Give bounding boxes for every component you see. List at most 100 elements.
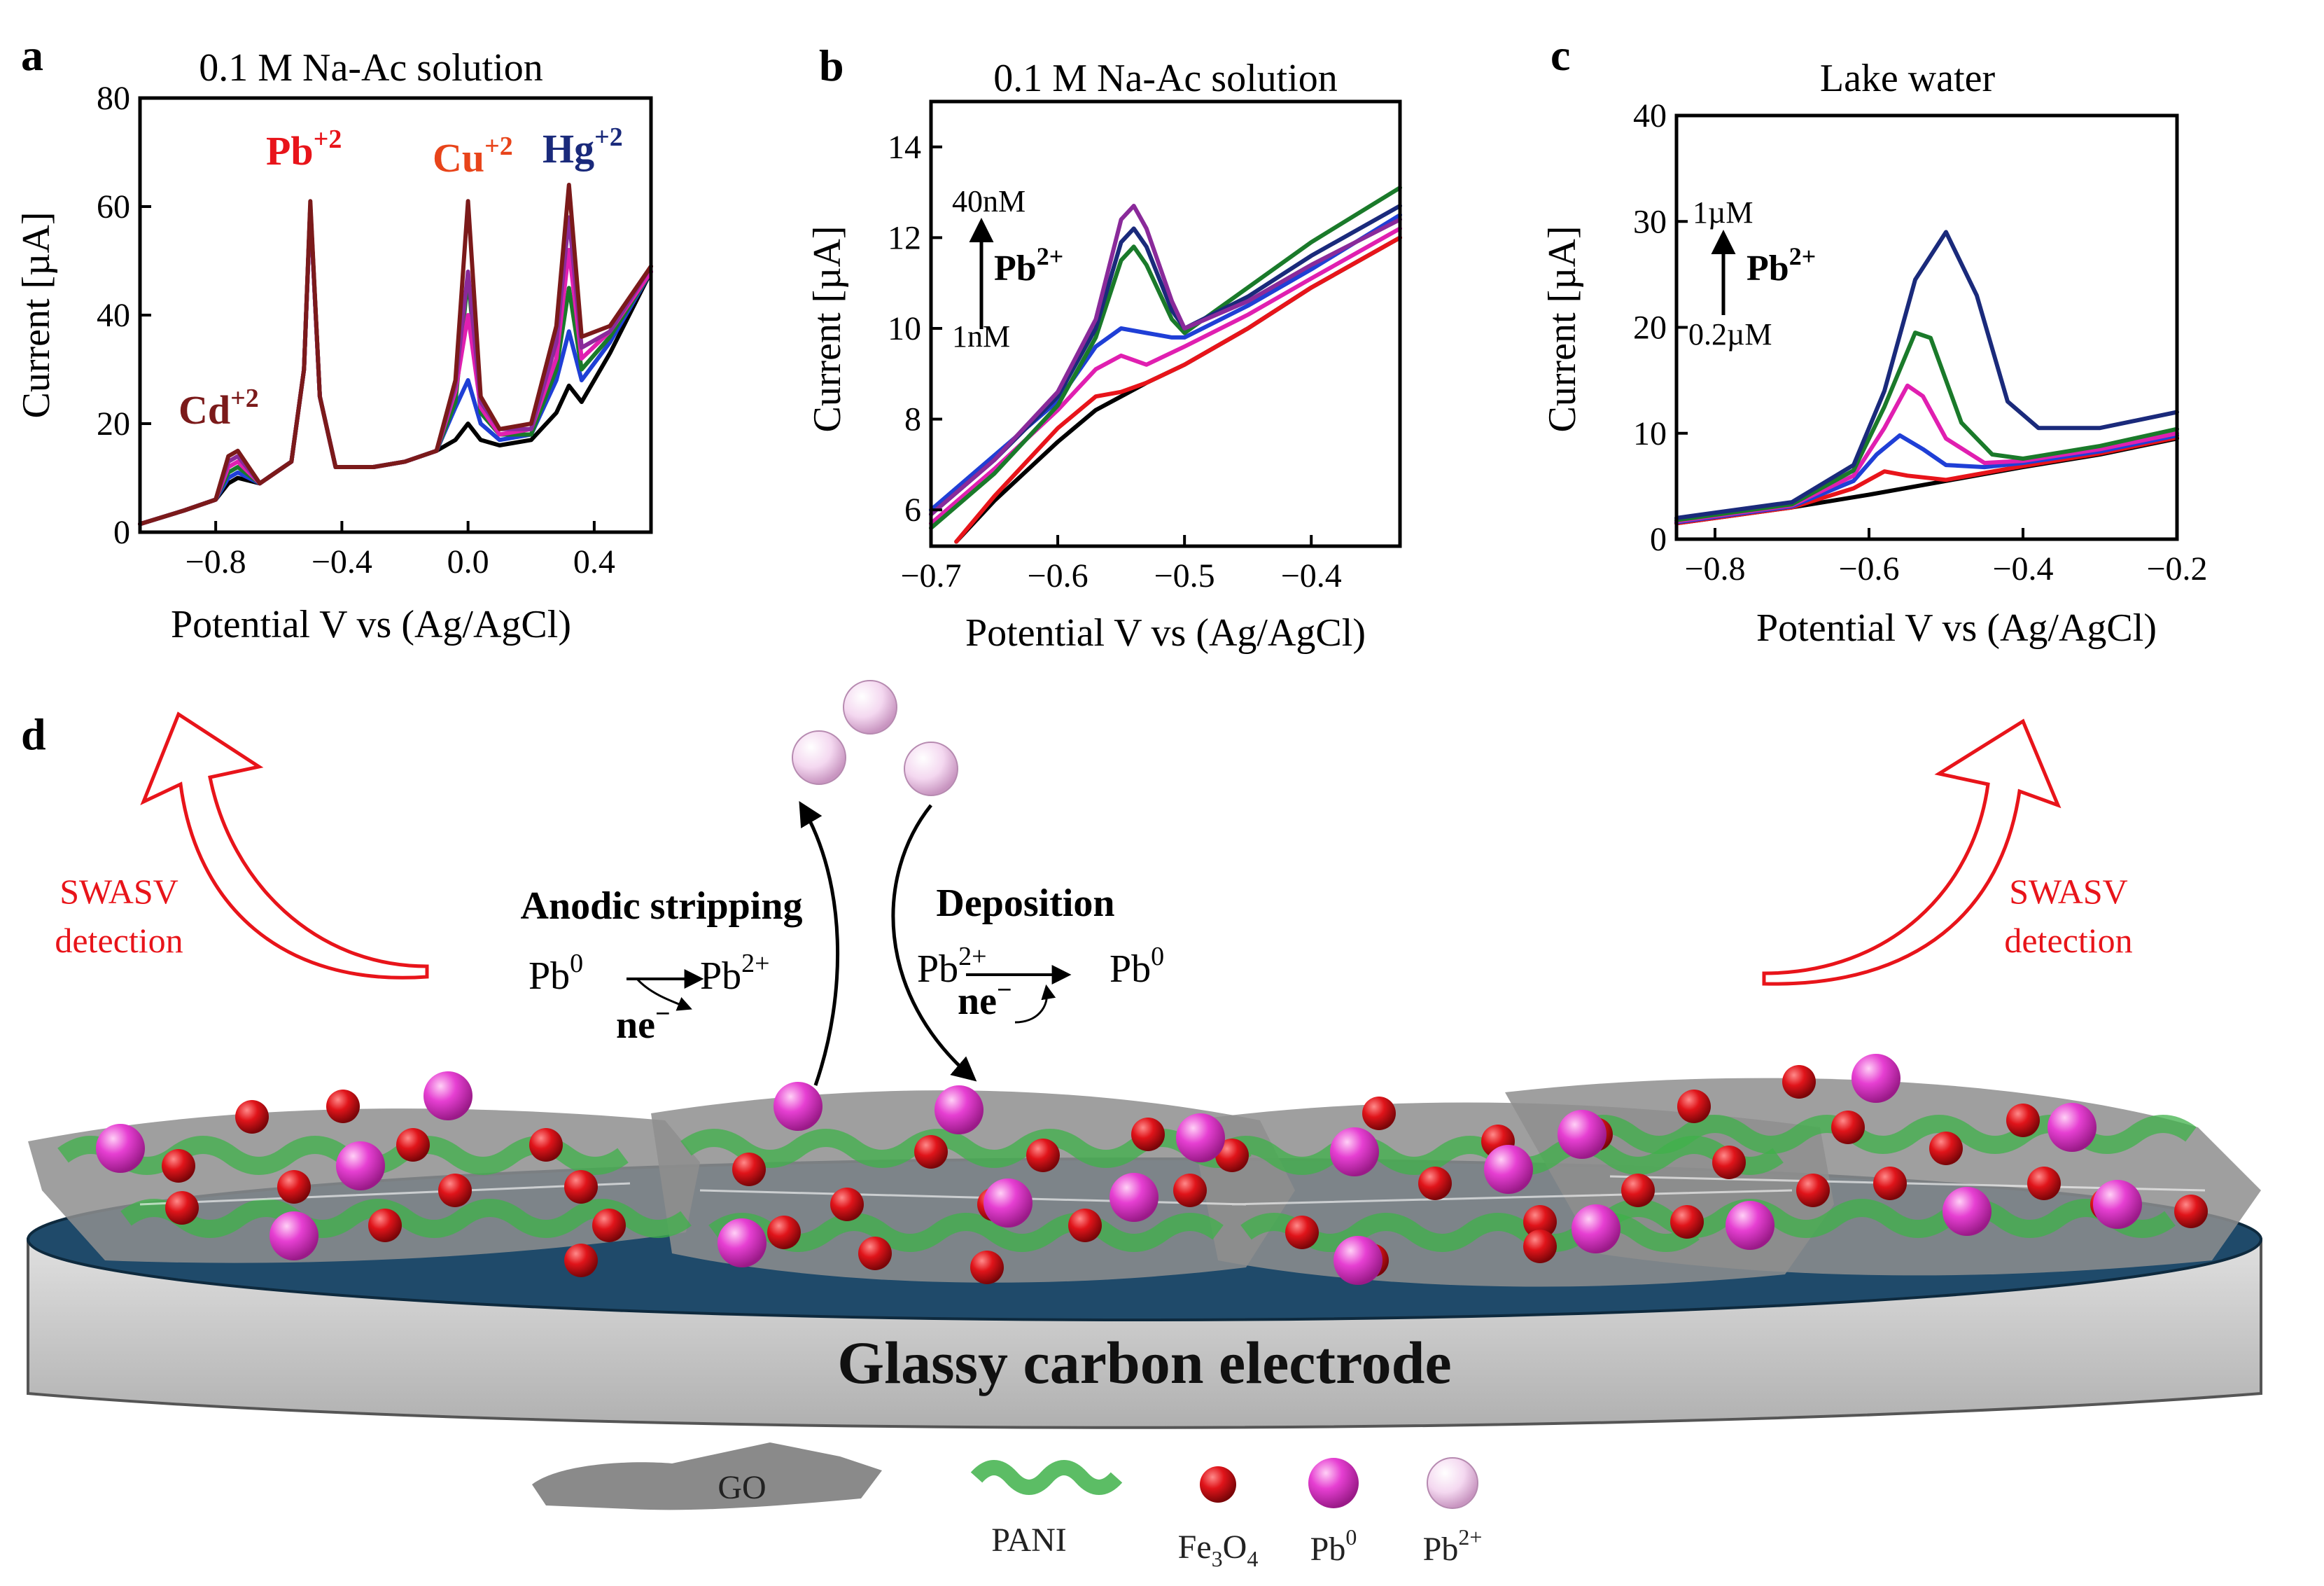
stripping-product: Pb2+ (700, 949, 770, 998)
legend-pani: PANI (991, 1522, 1067, 1559)
pb0-particle-icon (1334, 1236, 1382, 1285)
deposition-arrow-icon (891, 804, 977, 1082)
fe3o4-particle-icon (2006, 1104, 2040, 1137)
fe3o4-icon (1200, 1466, 1236, 1503)
y-tick-label: 80 (97, 80, 130, 117)
fe3o4-particle-icon (2174, 1195, 2208, 1228)
series-line-3 (1674, 383, 2179, 524)
go-sheet-icon (532, 1442, 882, 1510)
fe3o4-particle-icon (970, 1251, 1004, 1284)
pb2-ion-icon (843, 680, 897, 735)
fe3o4-particle-icon (326, 1090, 360, 1123)
ion-label-pb: Pb+2 (266, 125, 342, 174)
fe3o4-particle-icon (1929, 1132, 1963, 1165)
fe3o4-particle-icon (1173, 1174, 1207, 1207)
x-tick-label: 0.4 (573, 543, 615, 580)
fe3o4-particle-icon (1026, 1139, 1060, 1172)
pb0-particle-icon (424, 1071, 472, 1120)
fe3o4-particle-icon (1873, 1167, 1907, 1200)
pb2-icon (1427, 1457, 1478, 1509)
swasv-label-right: SWASV (2009, 872, 2127, 911)
y-tick-label: 60 (97, 188, 130, 225)
series-line-5 (138, 183, 653, 527)
fe3o4-particle-icon (1712, 1146, 1746, 1179)
x-tick-label: −0.8 (186, 543, 246, 580)
series-line-1 (954, 235, 1402, 544)
fe3o4-particle-icon (235, 1100, 269, 1134)
fe3o4-particle-icon (1670, 1205, 1704, 1239)
legend-pb0: Pb0 (1310, 1524, 1357, 1568)
panel-label-d: d (21, 709, 46, 759)
stripping-arrow-icon (799, 800, 840, 1086)
y-tick-label: 0 (1650, 521, 1667, 558)
fe3o4-particle-icon (2027, 1167, 2061, 1200)
y-tick-label: 0 (113, 514, 130, 551)
swasv-arrow-left-icon (140, 711, 429, 980)
y-tick-label: 10 (1633, 415, 1667, 452)
pb0-particle-icon (1330, 1127, 1379, 1176)
y-tick-label: 12 (888, 219, 921, 256)
fe3o4-particle-icon (1677, 1090, 1711, 1123)
fe3o4-particle-icon (767, 1216, 801, 1249)
panel-b: b 0.1 M Na-Ac solution −0.7 −0.6 −0.5 −0.4 6… (806, 41, 1402, 655)
fe3o4-particle-icon (914, 1135, 948, 1169)
deposition-reactant: Pb2+ (917, 942, 987, 991)
arrow-top-label: 1µM (1693, 195, 1753, 230)
pb0-particle-icon (1851, 1054, 1900, 1103)
pb0-particle-icon (1572, 1204, 1620, 1253)
pb0-particle-icon (2093, 1180, 2142, 1229)
plot-area-c: −0.8 −0.6 −0.4 −0.2 0 10 20 30 40 (1633, 97, 2208, 587)
electron-hook-icon (636, 978, 692, 1011)
y-axis-label: Current [µA] (1541, 225, 1584, 432)
pb0-particle-icon (1726, 1201, 1774, 1250)
series-line-4 (929, 186, 1402, 531)
pani-icon (970, 1460, 1123, 1495)
pb0-particle-icon (1176, 1113, 1225, 1162)
legend: GO PANI Fe3O4 Pb0 Pb2+ (532, 1442, 1482, 1571)
legend-go: GO (718, 1469, 766, 1506)
x-tick-label: 0.0 (447, 543, 489, 580)
fe3o4-particle-icon (1215, 1139, 1249, 1172)
panel-label-b: b (819, 41, 844, 90)
plot-area-b: −0.7 −0.6 −0.5 −0.4 6 8 10 12 14 (888, 99, 1402, 594)
y-tick-label: 20 (97, 405, 130, 443)
series-line-1 (1674, 435, 2179, 526)
pb0-particle-icon (96, 1124, 145, 1173)
pb0-particle-icon (270, 1211, 318, 1260)
x-tick-label: −0.4 (312, 543, 372, 580)
fe3o4-particle-icon (858, 1237, 892, 1270)
pb0-icon (1308, 1458, 1359, 1508)
fe3o4-particle-icon (1782, 1065, 1816, 1099)
series-line-5 (929, 204, 1402, 517)
fe3o4-particle-icon (1523, 1230, 1557, 1263)
pb0-particle-icon (934, 1085, 983, 1134)
arrow-bottom-label: 0.2µM (1688, 317, 1772, 352)
fe3o4-particle-icon (1285, 1216, 1319, 1249)
y-tick-label: 10 (888, 310, 921, 347)
ion-label: Pb2+ (994, 242, 1063, 288)
legend-pb2: Pb2+ (1423, 1524, 1483, 1568)
fe3o4-particle-icon (396, 1128, 430, 1162)
x-axis-label: Potential V vs (Ag/AgCl) (965, 611, 1366, 655)
series-line-6 (929, 204, 1402, 517)
x-tick-label: −0.2 (2146, 550, 2207, 587)
stripping-electrons: ne− (616, 999, 671, 1047)
fe3o4-particle-icon (1418, 1167, 1452, 1200)
y-tick-label: 40 (1633, 97, 1667, 134)
series-line-4 (1674, 331, 2179, 522)
swasv-arrow-right-icon (1762, 718, 2062, 986)
panel-d-schematic: d SWASV detection SWASV detection Anodic… (21, 680, 2262, 1571)
chart-title: Lake water (1820, 57, 1996, 100)
arrow-top-label: 40nM (952, 184, 1026, 218)
stripping-title: Anodic stripping (521, 884, 803, 928)
pb2-ion-icon (792, 730, 846, 785)
pb0-particle-icon (1558, 1110, 1606, 1159)
fe3o4-particle-icon (564, 1244, 598, 1277)
ion-label-hg: Hg+2 (542, 123, 623, 172)
x-axis-label: Potential V vs (Ag/AgCl) (1756, 606, 2157, 650)
x-axis-label: Potential V vs (Ag/AgCl) (171, 603, 571, 646)
swasv-label-left: SWASV (59, 872, 178, 911)
fe3o4-particle-icon (165, 1191, 199, 1225)
arrow-bottom-label: 1nM (952, 319, 1010, 354)
